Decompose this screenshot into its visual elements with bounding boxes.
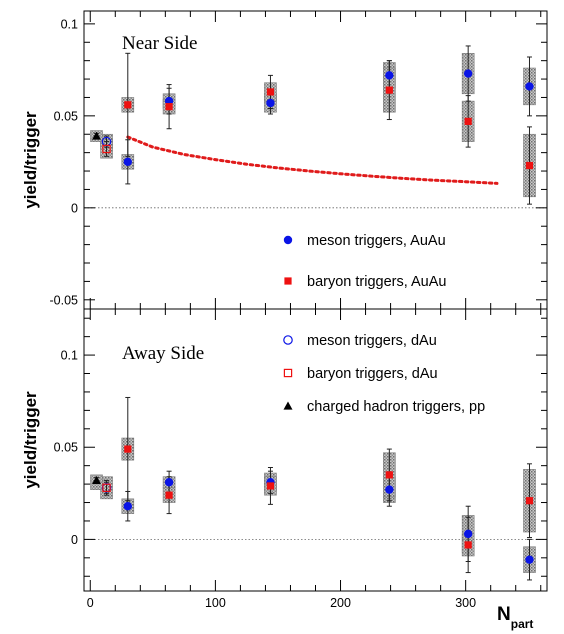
away-side-data-point-0-4 (463, 529, 473, 539)
away-side-data-point-1-5 (525, 497, 534, 505)
near-side-legend-marker-0 (283, 235, 293, 245)
near-side-data-point-1-2 (266, 88, 275, 96)
near-side-model-curve (126, 135, 499, 185)
away-side-legend-label-2: charged hadron triggers, pp (307, 399, 485, 415)
near-side-data-point-1-5 (525, 161, 534, 170)
near-side-y-axis-label: yield/trigger (21, 111, 40, 209)
x-tick-label-2: 200 (330, 596, 351, 610)
away-side-legend-marker-0 (283, 335, 293, 345)
near-side-title: Near Side (122, 33, 197, 54)
away-side-legend-label-1: baryon triggers, dAu (307, 366, 438, 382)
near-side-data-point-1-3 (385, 86, 393, 94)
x-tick-label-1: 100 (205, 596, 226, 610)
near-side-plot-frame (83, 10, 548, 310)
away-side-data-point-0-5 (525, 555, 534, 564)
near-side-data-point-0-2 (266, 98, 275, 108)
x-tick-label-0: 0 (87, 596, 94, 610)
near-side-y-tick-label-2: 0.05 (54, 109, 78, 123)
away-side-data-point-4-0 (92, 475, 102, 485)
away-side-data-point-3-0 (102, 483, 111, 492)
near-side-panel: -0.05 0 0.05 0.1 Near Side yield/trigger me… (21, 10, 548, 310)
away-side-data-point-1-3 (385, 471, 393, 479)
near-side-y-tick-label-3: 0.1 (61, 17, 78, 31)
x-axis-label: Npart (497, 604, 533, 631)
near-side-data-point-0-0 (123, 157, 132, 167)
away-side-data-point-0-3 (385, 485, 394, 494)
near-side-y-tick-label-1: 0 (71, 201, 78, 215)
near-side-legend-label-0: meson triggers, AuAu (307, 233, 446, 249)
near-side-legend-marker-1 (284, 277, 292, 285)
away-side-legend: meson triggers, dAu baryon triggers, dAu c… (283, 333, 485, 415)
away-side-legend-marker-2 (283, 401, 293, 410)
away-side-y-tick-label-1: 0.05 (54, 441, 78, 455)
away-side-data-point-1-0 (124, 445, 132, 453)
near-side-legend: meson triggers, AuAu baryon triggers, AuA… (283, 233, 446, 290)
near-side-y-tick-label-0: -0.05 (50, 293, 79, 307)
near-side-data-point-0-5 (525, 82, 534, 91)
away-side-data-point-0-0 (123, 502, 132, 511)
near-side-data-point-1-4 (464, 117, 472, 125)
near-side-data-point-0-4 (463, 69, 473, 78)
near-side-data-point-3-0 (102, 144, 111, 154)
near-side-legend-label-1: baryon triggers, AuAu (307, 274, 446, 290)
away-side-legend-label-0: meson triggers, dAu (307, 333, 437, 349)
near-side-data-point-1-1 (165, 103, 173, 111)
away-side-panel: 0 0.05 0.1 0 100 200 300 Away Side yield/trig… (21, 308, 548, 631)
away-side-data-point-1-2 (266, 482, 275, 490)
x-axis-label-subscript: part (511, 617, 534, 631)
away-side-data-point-0-1 (164, 478, 174, 487)
x-axis-label-main: N (497, 604, 511, 625)
x-tick-label-3: 300 (455, 596, 476, 610)
away-side-title: Away Side (122, 343, 204, 364)
near-side-data-point-4-0 (92, 131, 102, 140)
away-side-y-axis-label: yield/trigger (21, 391, 40, 489)
near-side-data-point-1-0 (124, 101, 132, 109)
away-side-data-point-1-1 (165, 491, 173, 499)
away-side-y-tick-label-2: 0.1 (61, 349, 78, 363)
away-side-data-point-1-4 (464, 541, 472, 549)
near-side-data-point-0-3 (385, 71, 394, 80)
away-side-legend-marker-1 (283, 368, 293, 378)
away-side-y-tick-label-0: 0 (71, 533, 78, 547)
